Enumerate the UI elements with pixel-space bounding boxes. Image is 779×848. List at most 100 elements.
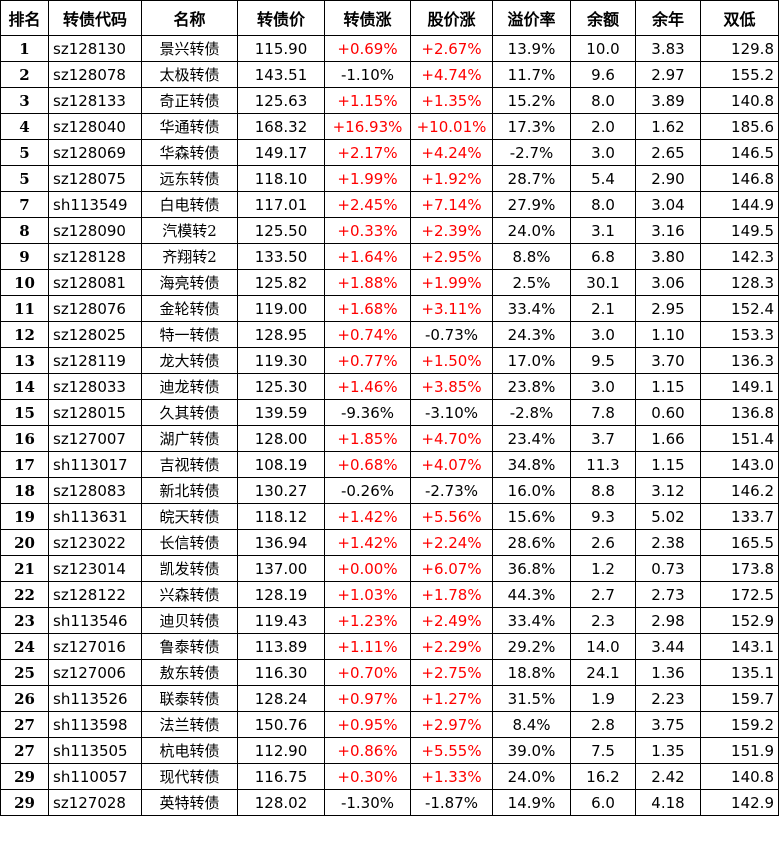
cell-stock-change: +4.24% [410, 139, 493, 166]
cell-years: 3.04 [635, 191, 701, 218]
cell-name: 长信转债 [141, 529, 238, 556]
cell-balance: 3.1 [570, 217, 636, 244]
cell-code: sz128083 [48, 477, 142, 504]
cell-price: 130.27 [237, 477, 325, 504]
cell-double-low: 159.2 [700, 711, 779, 738]
cell-years: 2.73 [635, 581, 701, 608]
table-row: 24 sz127016 鲁泰转债 113.89 +1.11% +2.29% 29… [0, 633, 779, 660]
cell-price: 128.24 [237, 685, 325, 712]
cell-stock-change: +1.35% [410, 87, 493, 114]
table-row: 7 sh113549 白电转债 117.01 +2.45% +7.14% 27.… [0, 191, 779, 218]
cell-bond-change: +1.03% [324, 581, 411, 608]
table-row: 29 sz127028 英特转债 128.02 -1.30% -1.87% 14… [0, 789, 779, 816]
cell-rank: 29 [0, 789, 49, 816]
cell-code: sh113631 [48, 503, 142, 530]
cell-stock-change: +2.24% [410, 529, 493, 556]
cell-name: 联泰转债 [141, 685, 238, 712]
cell-name: 华通转债 [141, 113, 238, 140]
cell-rank: 15 [0, 399, 49, 426]
table-row: 5 sz128069 华森转债 149.17 +2.17% +4.24% -2.… [0, 139, 779, 166]
cell-name: 久其转债 [141, 399, 238, 426]
cell-years: 1.10 [635, 321, 701, 348]
cell-rank: 24 [0, 633, 49, 660]
cell-stock-change: +1.99% [410, 269, 493, 296]
table-row: 13 sz128119 龙大转债 119.30 +0.77% +1.50% 17… [0, 347, 779, 374]
cell-double-low: 136.8 [700, 399, 779, 426]
cell-premium: 15.6% [492, 503, 571, 530]
cell-price: 168.32 [237, 113, 325, 140]
cell-stock-change: -0.73% [410, 321, 493, 348]
cell-bond-change: +1.42% [324, 503, 411, 530]
cell-double-low: 142.9 [700, 789, 779, 816]
table-row: 4 sz128040 华通转债 168.32 +16.93% +10.01% 1… [0, 113, 779, 140]
cell-premium: 36.8% [492, 555, 571, 582]
cell-balance: 5.4 [570, 165, 636, 192]
cell-years: 0.60 [635, 399, 701, 426]
cell-stock-change: +2.95% [410, 243, 493, 270]
table-row: 10 sz128081 海亮转债 125.82 +1.88% +1.99% 2.… [0, 269, 779, 296]
cell-bond-change: +0.30% [324, 763, 411, 790]
cell-bond-change: +0.33% [324, 217, 411, 244]
cell-balance: 8.0 [570, 87, 636, 114]
table-row: 8 sz128090 汽模转2 125.50 +0.33% +2.39% 24.… [0, 217, 779, 244]
cell-years: 2.97 [635, 61, 701, 88]
table-row: 11 sz128076 金轮转债 119.00 +1.68% +3.11% 33… [0, 295, 779, 322]
cell-years: 3.70 [635, 347, 701, 374]
cell-code: sz128133 [48, 87, 142, 114]
table-row: 16 sz127007 湖广转债 128.00 +1.85% +4.70% 23… [0, 425, 779, 452]
cell-code: sz127006 [48, 659, 142, 686]
header-rank: 排名 [0, 0, 49, 36]
cell-price: 119.43 [237, 607, 325, 634]
cell-premium: 23.4% [492, 425, 571, 452]
cell-balance: 2.6 [570, 529, 636, 556]
cell-stock-change: -2.73% [410, 477, 493, 504]
cell-stock-change: +2.49% [410, 607, 493, 634]
cell-name: 远东转债 [141, 165, 238, 192]
cell-price: 119.00 [237, 295, 325, 322]
cell-price: 133.50 [237, 243, 325, 270]
cell-double-low: 153.3 [700, 321, 779, 348]
cell-rank: 25 [0, 659, 49, 686]
cell-price: 128.00 [237, 425, 325, 452]
cell-years: 3.06 [635, 269, 701, 296]
cell-name: 汽模转2 [141, 217, 238, 244]
cell-stock-change: +7.14% [410, 191, 493, 218]
cell-double-low: 135.1 [700, 659, 779, 686]
cell-name: 景兴转债 [141, 35, 238, 62]
cell-code: sz128090 [48, 217, 142, 244]
cell-code: sz128069 [48, 139, 142, 166]
cell-stock-change: +1.33% [410, 763, 493, 790]
cell-balance: 2.1 [570, 295, 636, 322]
cell-double-low: 185.6 [700, 113, 779, 140]
cell-code: sz128040 [48, 113, 142, 140]
cell-stock-change: +2.67% [410, 35, 493, 62]
cell-double-low: 140.8 [700, 763, 779, 790]
cell-stock-change: +2.29% [410, 633, 493, 660]
cell-rank: 3 [0, 87, 49, 114]
cell-bond-change: +1.64% [324, 243, 411, 270]
table-row: 15 sz128015 久其转债 139.59 -9.36% -3.10% -2… [0, 399, 779, 426]
cell-price: 150.76 [237, 711, 325, 738]
table-row: 21 sz123014 凯发转债 137.00 +0.00% +6.07% 36… [0, 555, 779, 582]
cell-rank: 2 [0, 61, 49, 88]
cell-bond-change: +0.74% [324, 321, 411, 348]
cell-price: 125.30 [237, 373, 325, 400]
cell-price: 113.89 [237, 633, 325, 660]
cell-rank: 18 [0, 477, 49, 504]
cell-stock-change: +2.75% [410, 659, 493, 686]
cell-stock-change: +4.70% [410, 425, 493, 452]
cell-bond-change: -9.36% [324, 399, 411, 426]
cell-double-low: 143.1 [700, 633, 779, 660]
cell-bond-change: +2.17% [324, 139, 411, 166]
cell-price: 139.59 [237, 399, 325, 426]
cell-premium: 16.0% [492, 477, 571, 504]
cell-code: sz128015 [48, 399, 142, 426]
cell-premium: 33.4% [492, 295, 571, 322]
cell-years: 1.36 [635, 659, 701, 686]
cell-premium: 15.2% [492, 87, 571, 114]
cell-double-low: 129.8 [700, 35, 779, 62]
cell-name: 杭电转债 [141, 737, 238, 764]
cell-rank: 23 [0, 607, 49, 634]
cell-double-low: 140.8 [700, 87, 779, 114]
cell-double-low: 149.5 [700, 217, 779, 244]
